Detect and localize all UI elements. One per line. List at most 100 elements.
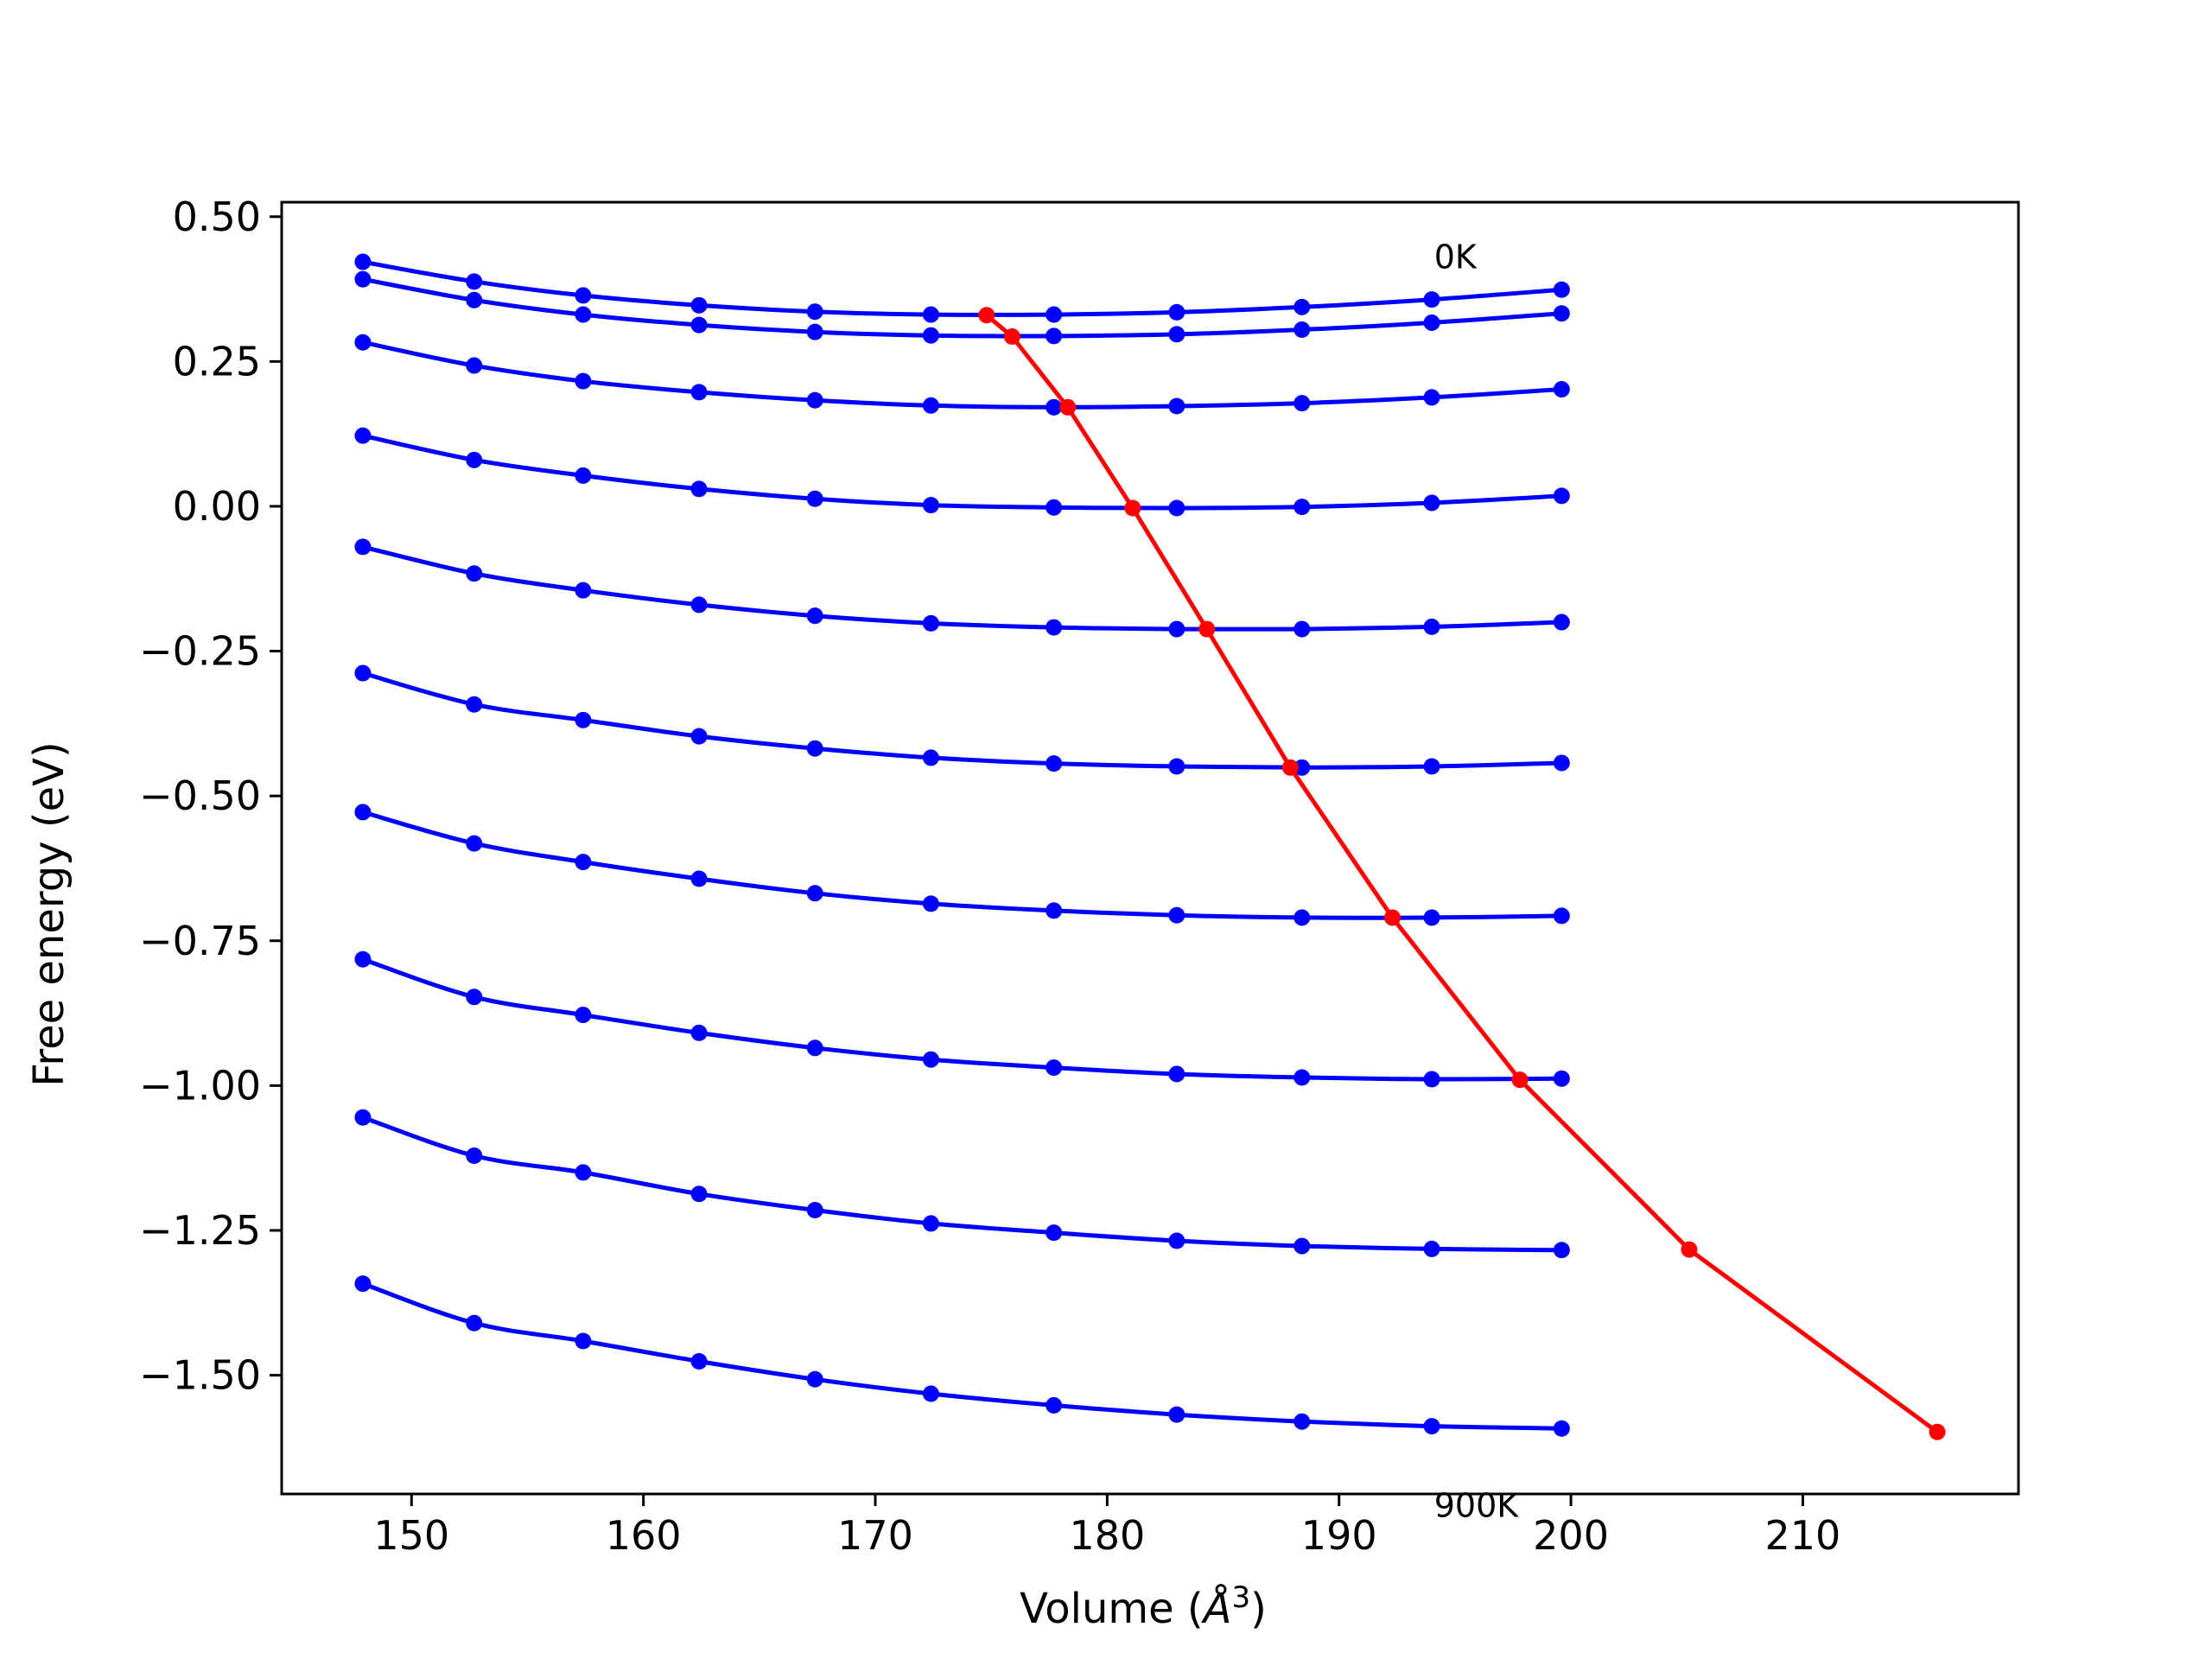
x-axis-label-unit: Å bbox=[1201, 1584, 1232, 1633]
x-tick-label: 150 bbox=[373, 1512, 449, 1559]
data-point bbox=[1046, 327, 1063, 345]
data-point bbox=[690, 596, 708, 613]
data-point bbox=[806, 391, 823, 409]
series-1 bbox=[354, 253, 1570, 323]
data-point bbox=[354, 950, 372, 968]
data-point bbox=[690, 1185, 708, 1203]
data-point bbox=[1553, 613, 1570, 631]
series-6 bbox=[354, 664, 1570, 776]
minimum-point bbox=[1124, 499, 1141, 517]
data-point bbox=[1046, 755, 1063, 772]
data-point bbox=[1046, 902, 1063, 919]
data-point bbox=[575, 372, 592, 390]
x-axis-label-exponent: 3 bbox=[1231, 1580, 1250, 1615]
data-point bbox=[354, 664, 372, 682]
minimum-energy-line bbox=[985, 313, 1939, 1434]
data-point bbox=[575, 1164, 592, 1181]
data-point bbox=[1423, 314, 1440, 331]
data-point bbox=[1046, 1224, 1063, 1242]
x-axis-label-text: Volume ( bbox=[1020, 1585, 1204, 1633]
plot-area bbox=[354, 253, 1946, 1440]
minimum-point bbox=[1003, 328, 1020, 346]
data-point bbox=[1423, 909, 1440, 926]
y-tick-label: −1.25 bbox=[139, 1207, 261, 1254]
data-point bbox=[922, 306, 939, 323]
data-point bbox=[1046, 619, 1063, 636]
data-point bbox=[690, 870, 708, 887]
data-point bbox=[806, 607, 823, 625]
data-point bbox=[690, 1352, 708, 1370]
minimum-point bbox=[1281, 759, 1299, 776]
data-point bbox=[1168, 758, 1185, 775]
data-point bbox=[466, 357, 483, 374]
data-point bbox=[466, 291, 483, 308]
y-tick-label: −0.50 bbox=[139, 772, 261, 819]
x-axis-label-close: ) bbox=[1250, 1585, 1267, 1633]
data-point bbox=[922, 497, 939, 514]
data-point bbox=[806, 490, 823, 507]
data-point bbox=[922, 1051, 939, 1068]
data-point bbox=[806, 885, 823, 902]
series-3 bbox=[354, 334, 1570, 416]
data-point bbox=[922, 397, 939, 414]
data-point bbox=[806, 303, 823, 321]
data-point bbox=[1168, 906, 1185, 924]
data-point bbox=[1168, 326, 1185, 343]
x-tick-label: 200 bbox=[1533, 1512, 1609, 1559]
data-point bbox=[466, 273, 483, 290]
minimum-point bbox=[978, 307, 995, 324]
data-point bbox=[690, 384, 708, 401]
data-point bbox=[1294, 909, 1311, 926]
data-point bbox=[1294, 620, 1311, 638]
data-point bbox=[1423, 1071, 1440, 1088]
data-point bbox=[1168, 397, 1185, 415]
data-point bbox=[1294, 395, 1311, 412]
data-point bbox=[354, 538, 372, 556]
y-axis: 0.50 0.25 0.00 −0.25 −0.50 −0.75 −1.00 −1.25 −1.… bbox=[139, 194, 282, 1399]
data-point bbox=[806, 740, 823, 757]
data-point bbox=[1294, 1413, 1311, 1430]
data-point bbox=[466, 565, 483, 582]
data-point bbox=[354, 270, 372, 288]
data-point bbox=[1423, 618, 1440, 635]
data-point bbox=[575, 711, 592, 728]
data-point bbox=[575, 306, 592, 323]
series-2 bbox=[354, 270, 1570, 345]
plot-frame bbox=[280, 200, 2020, 1496]
data-point bbox=[1168, 303, 1185, 321]
data-point bbox=[466, 1147, 483, 1164]
y-tick-label: −0.25 bbox=[139, 628, 261, 675]
data-point bbox=[806, 1039, 823, 1057]
x-tick-label: 190 bbox=[1301, 1512, 1377, 1559]
data-point bbox=[922, 614, 939, 632]
data-point bbox=[1046, 499, 1063, 516]
data-point bbox=[1553, 1070, 1570, 1087]
minimum-point bbox=[1383, 909, 1401, 926]
series-9 bbox=[354, 1109, 1570, 1259]
data-point bbox=[354, 1109, 372, 1126]
data-point bbox=[466, 835, 483, 852]
data-point bbox=[466, 451, 483, 468]
x-tick-label: 210 bbox=[1765, 1512, 1841, 1559]
data-point bbox=[1553, 1420, 1570, 1437]
data-point bbox=[690, 316, 708, 334]
data-point bbox=[690, 728, 708, 745]
data-point bbox=[806, 323, 823, 340]
data-point bbox=[1046, 306, 1063, 323]
series-4 bbox=[354, 427, 1570, 517]
data-point bbox=[1294, 321, 1311, 338]
minimum-point bbox=[1929, 1423, 1946, 1440]
data-point bbox=[690, 1024, 708, 1041]
data-point bbox=[354, 334, 372, 351]
data-point bbox=[354, 1275, 372, 1293]
data-point bbox=[1294, 1237, 1311, 1255]
data-point bbox=[1046, 398, 1063, 416]
data-point bbox=[922, 1215, 939, 1232]
annotation-label: 900K bbox=[1434, 1486, 1520, 1524]
data-point bbox=[1294, 499, 1311, 516]
x-axis: 150 160 170 180 190 200 210 bbox=[373, 1494, 1840, 1559]
data-point bbox=[1168, 1406, 1185, 1423]
data-point bbox=[1553, 381, 1570, 398]
data-point bbox=[1553, 305, 1570, 322]
